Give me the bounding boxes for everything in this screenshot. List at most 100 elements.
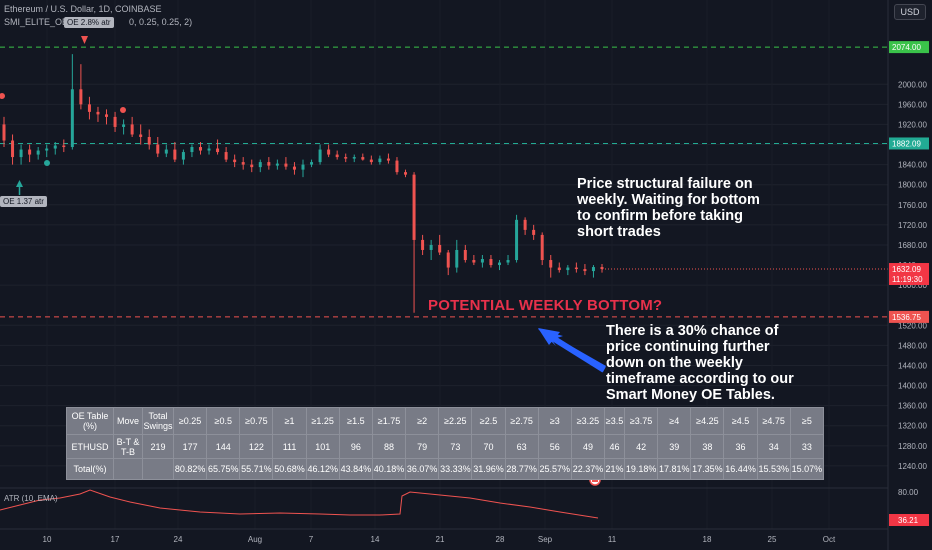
oe-count-cell: 177 <box>172 434 208 459</box>
oe-header-cell: OE Table (%) <box>66 407 114 435</box>
level-price-label: 1882.09 <box>892 139 921 148</box>
oe-header-cell: Move <box>113 407 143 435</box>
y-tick-label: 1720.00 <box>898 221 927 230</box>
candle-body <box>395 160 399 173</box>
candle-body <box>318 149 322 163</box>
candle-body <box>574 267 578 270</box>
oe-count-cell: 46 <box>604 434 626 459</box>
candle-body <box>523 219 527 230</box>
oe-header-cell: ≥4.25 <box>690 407 725 435</box>
candle-body <box>267 162 271 166</box>
oe-percent-cell <box>142 458 174 480</box>
y-tick-label: 1960.00 <box>898 100 927 109</box>
candle-body <box>62 145 66 148</box>
x-tick-label: Sep <box>538 535 553 544</box>
candle-body <box>2 124 6 141</box>
indicator-params: 0, 0.25, 0.25, 2) <box>129 17 193 27</box>
candle-body <box>532 229 536 235</box>
oe-count-cell: 73 <box>438 434 473 459</box>
candle-body <box>497 262 501 266</box>
candle-body <box>122 124 126 127</box>
candle-body <box>216 148 220 153</box>
oe-header-cell: ≥2 <box>405 407 440 435</box>
x-tick-label: 10 <box>43 535 52 544</box>
oe-percent-cell: 55.71% <box>239 458 274 480</box>
oe-count-cell: 144 <box>206 434 241 459</box>
candle-body <box>549 260 553 268</box>
x-tick-label: Aug <box>248 535 262 544</box>
indicator-label[interactable]: SMI_ELITE_OE (O 0, 0.25, 0.25, 2) <box>4 17 192 27</box>
oe-count-cell: 42 <box>624 434 659 459</box>
candle-body <box>156 144 160 154</box>
oe-header-cell: ≥1.25 <box>305 407 340 435</box>
oe-percent-cell: 33.33% <box>438 458 473 480</box>
candle-body <box>79 89 83 105</box>
oe-header-cell: ≥2.75 <box>504 407 539 435</box>
oe-percent-cell: 31.96% <box>471 458 506 480</box>
y-tick-label: 1280.00 <box>898 442 927 451</box>
candle-body <box>421 239 425 250</box>
oe-table-row-total: Total(%) 80.82% 65.75% 55.71% 50.68% 46.12% 43… <box>66 458 825 480</box>
candle-body <box>224 152 228 160</box>
y-tick-label: 1320.00 <box>898 422 927 431</box>
candle-body <box>455 249 459 268</box>
candle-body <box>96 111 100 115</box>
oe-header-cell: ≥0.75 <box>239 407 274 435</box>
atr-value-badge <box>889 514 929 526</box>
candle-body <box>412 174 416 240</box>
candle-body <box>472 260 476 263</box>
level-price-label: 1536.75 <box>892 313 921 322</box>
candle-body <box>36 150 40 155</box>
y-tick-label: 1760.00 <box>898 201 927 210</box>
oe-count-cell: 101 <box>305 434 340 459</box>
oe-header-cell: ≥1.5 <box>338 407 373 435</box>
oe-count-cell: 70 <box>471 434 506 459</box>
x-tick-label: 25 <box>768 535 777 544</box>
structural-failure-note: Price structural failure on weekly. Wait… <box>577 176 760 240</box>
candles <box>2 54 604 313</box>
buy-signal-dot <box>44 160 50 166</box>
current-price-label: 1632.09 <box>892 265 921 274</box>
candle-body <box>147 136 151 145</box>
candle-body <box>113 116 117 127</box>
y-tick-label: 1400.00 <box>898 382 927 391</box>
candle-body <box>130 124 134 135</box>
x-tick-label: 14 <box>371 535 380 544</box>
candle-body <box>19 149 23 158</box>
candle-body <box>463 249 467 261</box>
oe-count-cell: ETHUSD <box>66 434 114 459</box>
oe-header-cell: ≥1.75 <box>371 407 407 435</box>
candle-body <box>557 267 561 271</box>
oe-count-cell: 122 <box>239 434 274 459</box>
oe-percent-cell: 21% <box>604 458 626 480</box>
oe-percent-cell: 80.82% <box>172 458 208 480</box>
oe-header-cell: ≥0.5 <box>206 407 241 435</box>
candle-body <box>105 114 109 117</box>
candle-body <box>335 154 339 158</box>
x-tick-label: 21 <box>436 535 445 544</box>
oe-percent-cell: 65.75% <box>206 458 241 480</box>
calendar-icon-face <box>592 478 598 482</box>
atr-axis-label: 80.00 <box>898 488 919 497</box>
indicator-name: SMI_ELITE_OE (O <box>4 17 81 27</box>
oe-percent-cell: 19.18% <box>624 458 659 480</box>
level-price-badge <box>889 310 929 323</box>
candle-body <box>11 140 15 158</box>
candle-body <box>241 162 245 165</box>
oe-header-cell: ≥3.75 <box>624 407 659 435</box>
candle-body <box>515 219 519 261</box>
candle-body <box>369 159 373 163</box>
candle-body <box>600 267 604 270</box>
candle-body <box>70 89 74 148</box>
x-tick-label: 7 <box>309 535 314 544</box>
candle-body <box>489 259 493 266</box>
y-tick-label: 1920.00 <box>898 120 927 129</box>
currency-button[interactable]: USD <box>894 4 926 20</box>
oe-header-cell: ≥1 <box>272 407 307 435</box>
atr-value-label: 36.21 <box>898 516 919 525</box>
oe-percent-cell: 17.81% <box>657 458 692 480</box>
oe-table-header: OE Table (%) Move Total Swings ≥0.25 ≥0.5 ≥0.… <box>66 407 825 435</box>
candle-body <box>361 157 365 160</box>
oe-percent-cell: Total(%) <box>66 458 114 480</box>
oe-header-cell: ≥3.5 <box>604 407 626 435</box>
